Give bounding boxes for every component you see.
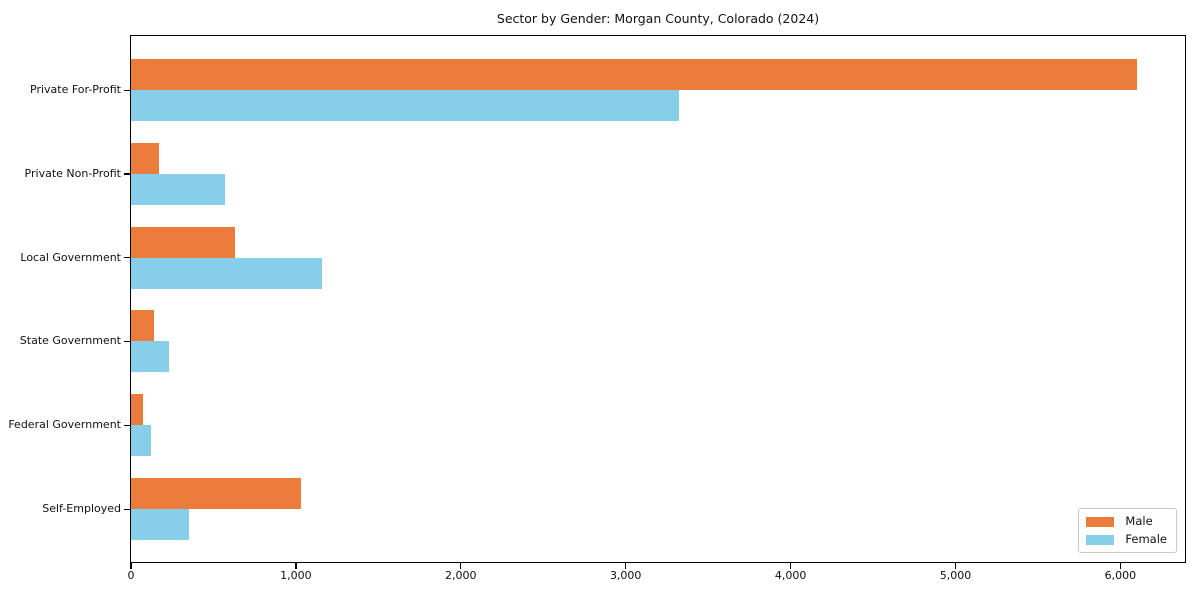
- male-series-swatch: [1086, 516, 1115, 527]
- y-tick-mark: [124, 508, 130, 510]
- bar-male-5: [131, 478, 301, 509]
- x-tick-label: 1,000: [280, 569, 312, 582]
- y-tick-mark: [124, 424, 130, 426]
- y-tick-label: Self-Employed: [42, 502, 121, 515]
- y-tick-label: Federal Government: [8, 418, 121, 432]
- x-tick-label: 6,000: [1104, 569, 1137, 582]
- bar-male-4: [131, 394, 144, 426]
- x-tick-label: 0: [127, 569, 135, 582]
- bar-female-2: [131, 257, 323, 289]
- y-tick-mark: [124, 257, 130, 259]
- x-tick-mark: [460, 563, 462, 569]
- bar-female-0: [131, 90, 679, 121]
- x-tick-label: 4,000: [774, 569, 807, 582]
- bar-male-2: [131, 226, 235, 258]
- bar-female-1: [131, 173, 225, 205]
- x-tick-mark: [789, 563, 792, 569]
- legend: Male Female: [1078, 508, 1177, 553]
- y-tick-mark: [124, 89, 130, 91]
- x-tick-label: 2,000: [445, 569, 477, 582]
- chart-title: Sector by Gender: Morgan County, Colorad…: [496, 11, 820, 26]
- female-series-swatch: [1086, 534, 1115, 545]
- y-tick-mark: [124, 340, 130, 343]
- legend-label-female: Female: [1125, 532, 1167, 546]
- bar-female-4: [131, 425, 151, 457]
- x-tick-mark: [625, 563, 627, 569]
- x-tick-mark: [130, 563, 132, 569]
- x-tick-mark: [954, 563, 957, 569]
- y-tick-label: State Government: [19, 334, 121, 348]
- plot-area: Private For-Profit Private Non-Profit Loca…: [8, 35, 1186, 582]
- bar-male-0: [131, 59, 1137, 90]
- y-tick-label: Private For-Profit: [30, 83, 121, 96]
- y-tick-mark: [124, 173, 130, 175]
- legend-item-male: Male: [1086, 515, 1167, 528]
- x-tick-mark: [1119, 563, 1122, 569]
- legend-label-male: Male: [1125, 514, 1153, 528]
- bar-male-1: [131, 142, 159, 174]
- x-tick-mark: [295, 563, 297, 569]
- bar-female-3: [131, 341, 169, 373]
- legend-item-female: Female: [1086, 533, 1167, 546]
- x-tick-label: 5,000: [939, 569, 972, 582]
- y-tick-label: Private Non-Profit: [24, 166, 121, 180]
- x-tick-label: 3,000: [609, 569, 642, 582]
- y-tick-label: Local Government: [20, 250, 121, 264]
- bar-male-3: [131, 310, 155, 342]
- bar-female-5: [131, 509, 189, 540]
